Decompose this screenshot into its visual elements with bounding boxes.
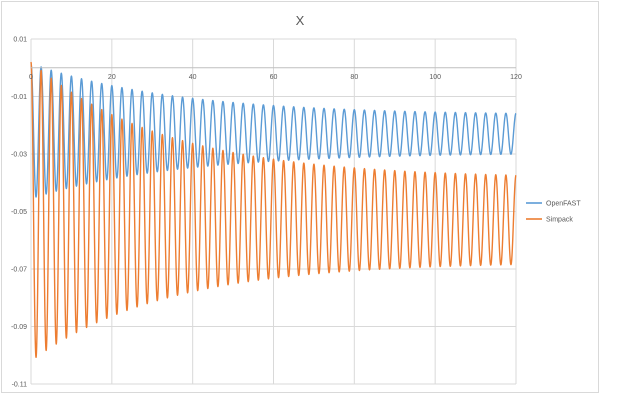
x-tick-label: 120 (510, 74, 522, 81)
y-tick-label: -0.09 (11, 324, 27, 331)
chart-title: X (296, 13, 305, 28)
chart-svg: X 0.01 -0.01 -0.03 -0.05 -0.07 -0.09 -0.11 0 20 4… (11, 13, 581, 389)
legend-label-simpack: Simpack (546, 217, 573, 224)
x-tick-label: 0 (29, 74, 33, 81)
gridlines (30, 38, 517, 385)
legend-label-openfast: OpenFAST (546, 201, 581, 208)
x-tick-label: 40 (189, 74, 197, 81)
axes: 0.01 -0.01 -0.03 -0.05 -0.07 -0.09 -0.11 0 20 40 6… (11, 37, 522, 389)
series-line-simpack (30, 61, 517, 359)
y-tick-label: -0.07 (11, 267, 27, 274)
chart-area: X 0.01 -0.01 -0.03 -0.05 -0.07 -0.09 -0.11 0 20 4… (1, 1, 599, 393)
series-line-openfast (30, 63, 517, 198)
x-tick-label: 100 (429, 74, 441, 81)
x-tick-label: 20 (108, 74, 116, 81)
legend: OpenFAST Simpack (526, 201, 581, 224)
y-tick-label: -0.03 (11, 152, 27, 159)
series-layer (30, 61, 517, 359)
y-tick-label: -0.01 (11, 94, 27, 101)
x-tick-label: 80 (350, 74, 358, 81)
x-tick-label: 60 (270, 74, 278, 81)
y-tick-label: -0.11 (12, 382, 28, 389)
y-tick-label: -0.05 (11, 209, 27, 216)
y-tick-label: 0.01 (13, 37, 27, 44)
